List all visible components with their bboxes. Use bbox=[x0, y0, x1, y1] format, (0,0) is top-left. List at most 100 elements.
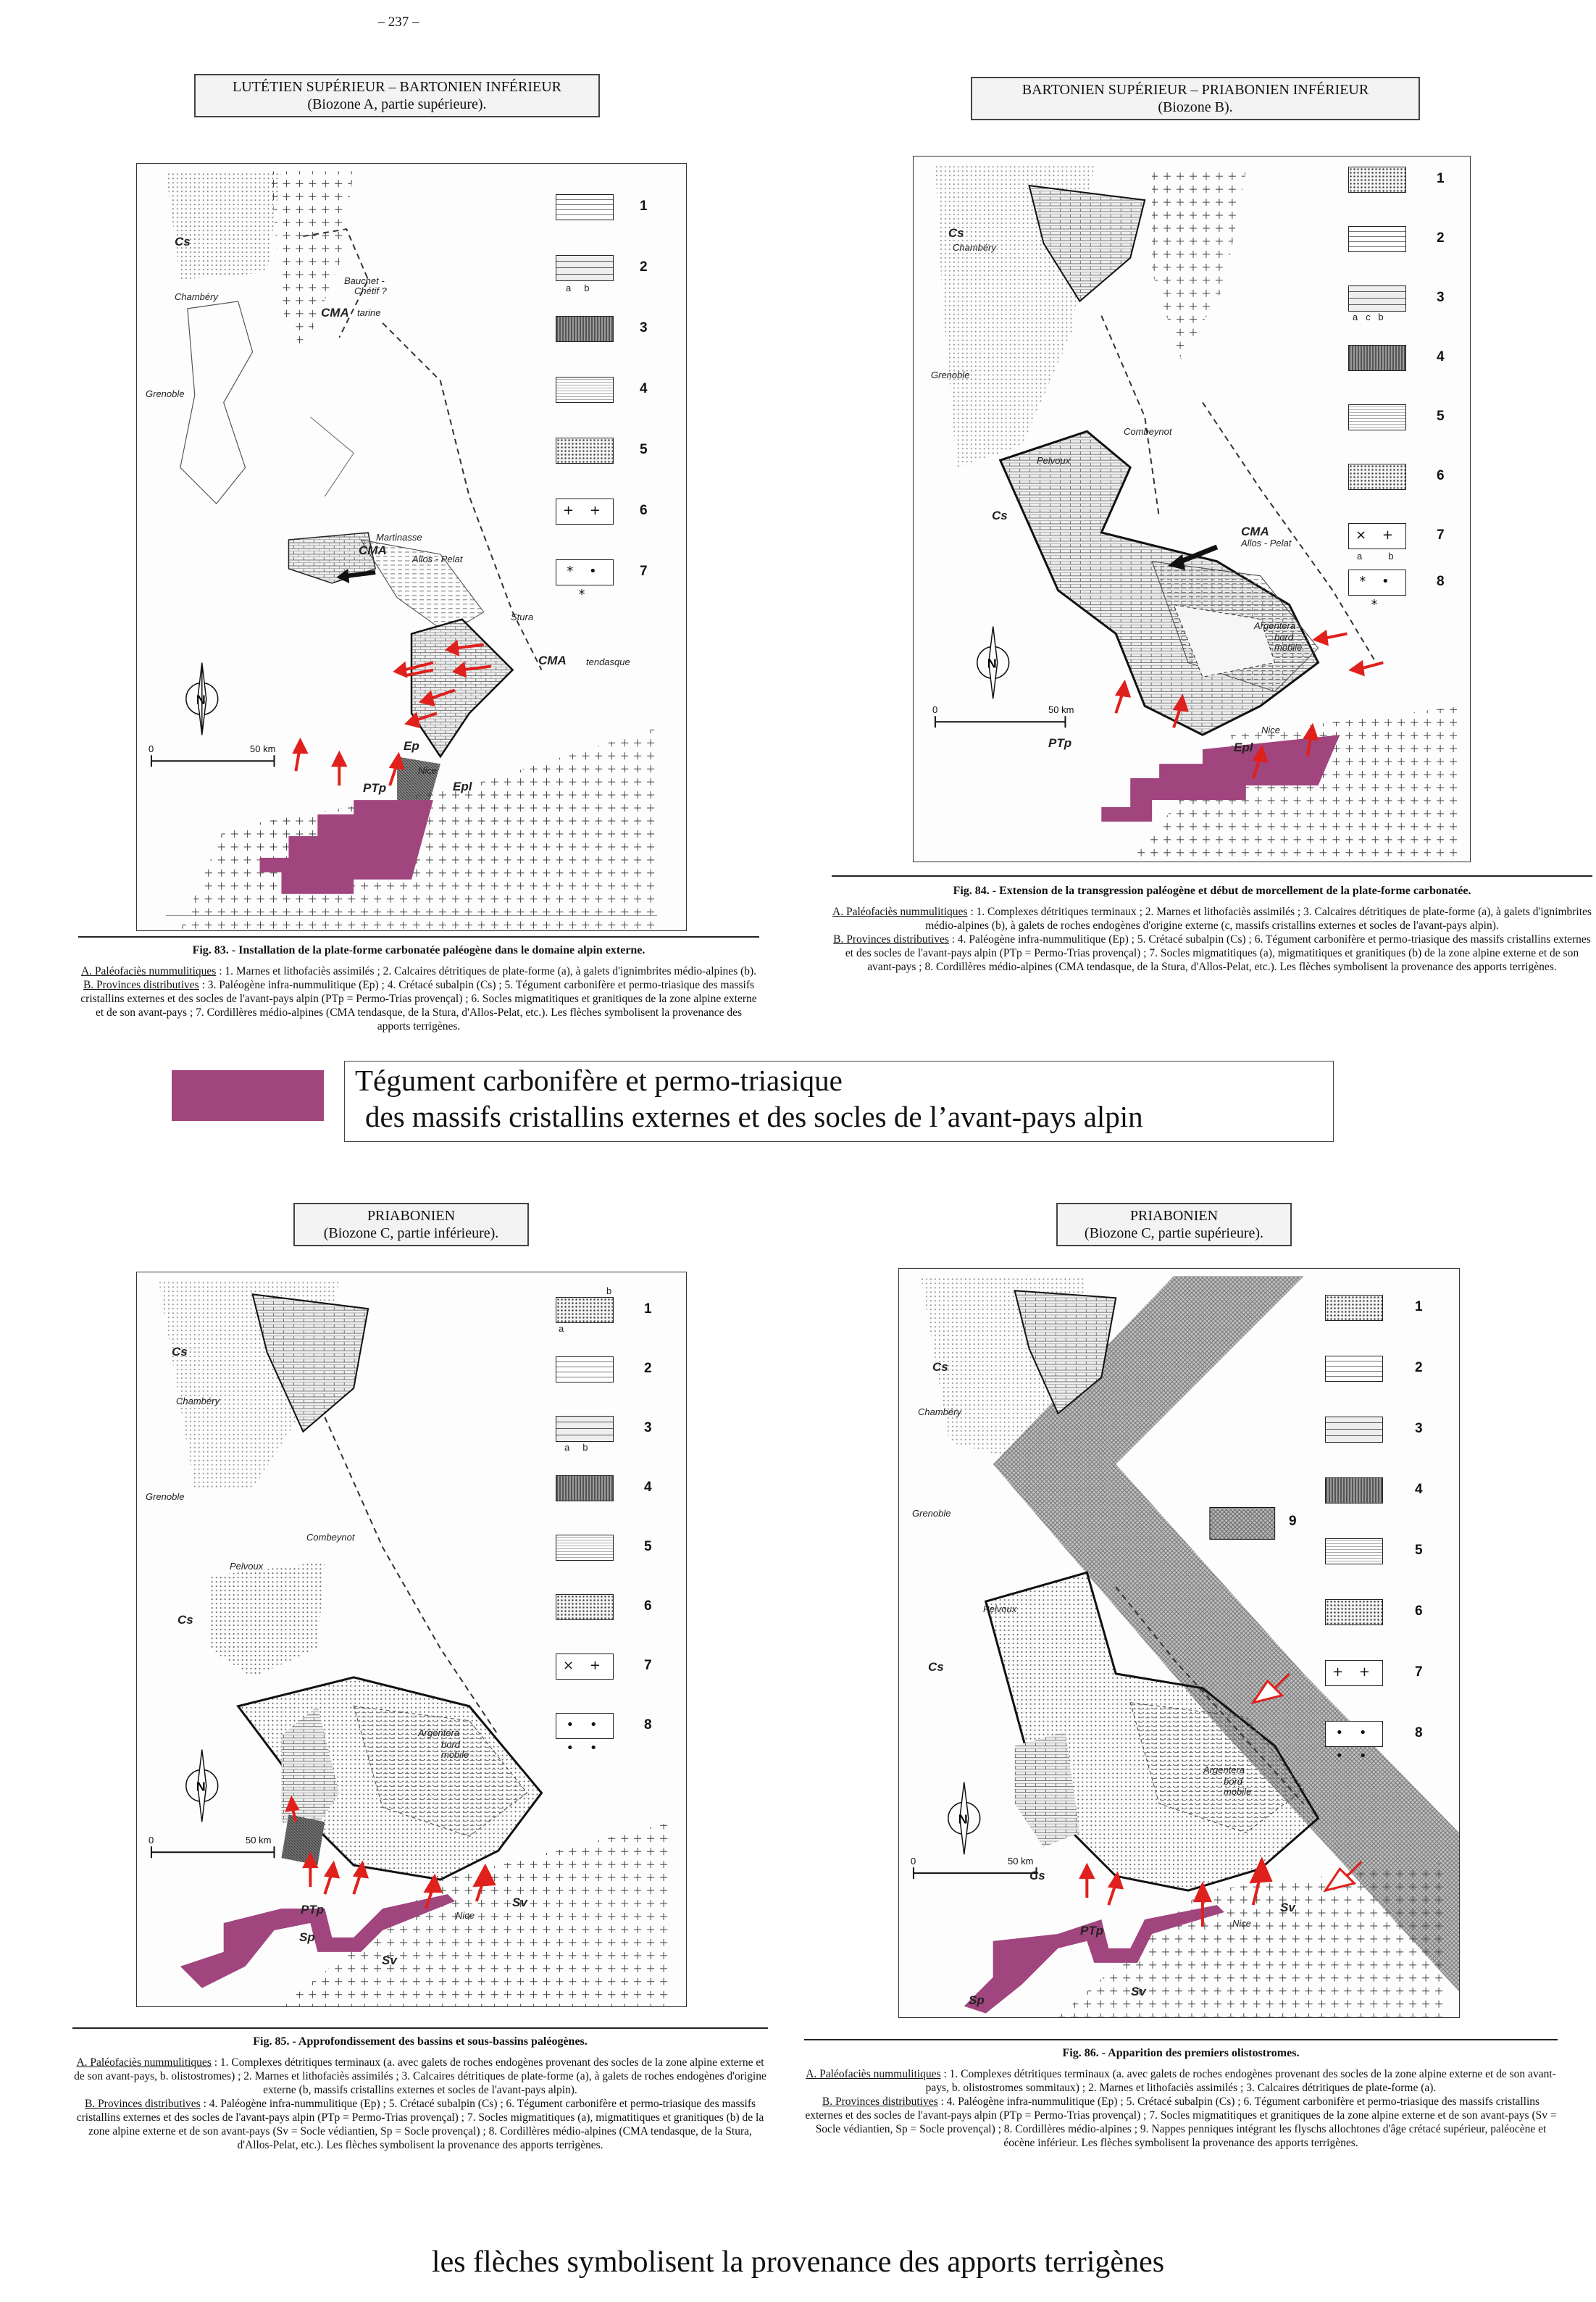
label-cs: Cs bbox=[175, 235, 191, 249]
label-ptp: PTp bbox=[1080, 1924, 1104, 1938]
label-nice: Nice bbox=[418, 765, 438, 776]
label-mobile: mobile bbox=[1224, 1786, 1252, 1797]
legend-swatch-6: + + bbox=[556, 499, 614, 525]
page-number: – 237 – bbox=[377, 14, 419, 30]
fig86-caption-a-head: A. Paléofaciès nummulitiques bbox=[806, 2068, 941, 2080]
legend-number-7: 7 bbox=[640, 564, 648, 579]
legend-sub-3: a c b bbox=[1353, 312, 1384, 322]
legend-swatch-1 bbox=[556, 1297, 614, 1323]
legend-number-1: 1 bbox=[1415, 1299, 1423, 1314]
fig83-caption-b-head: B. Provinces distributives bbox=[83, 979, 199, 991]
legend-text-box bbox=[344, 1061, 1334, 1142]
label-pelvoux: Pelvoux bbox=[230, 1561, 264, 1572]
label-argentera: Argentera bbox=[1203, 1764, 1245, 1775]
label-argentera: Argentera bbox=[1254, 620, 1296, 631]
legend-number-2: 2 bbox=[1415, 1360, 1423, 1375]
label-cs-3: Cs bbox=[1029, 1869, 1045, 1882]
legend-sub-7: a b bbox=[1357, 551, 1394, 562]
scale-zero: 0 bbox=[149, 743, 154, 754]
fig84-caption-b-head: B. Provinces distributives bbox=[833, 933, 949, 946]
legend-number-4: 4 bbox=[640, 381, 648, 396]
fig83-caption-a-head: A. Paléofaciès nummulitiques bbox=[80, 965, 217, 977]
legend-swatch-2 bbox=[556, 1356, 614, 1383]
fig85-caption-a: : 1. Complexes détritiques terminaux (a.… bbox=[74, 2056, 766, 2096]
label-epl: Epl bbox=[453, 780, 472, 793]
legend-swatch-5 bbox=[1348, 404, 1406, 430]
fig85-rule-top bbox=[72, 2027, 768, 2029]
legend-swatch-4 bbox=[1348, 345, 1406, 371]
fig84-caption-a: : 1. Complexes détritiques terminaux ; 2… bbox=[925, 906, 1592, 932]
label-pelvoux: Pelvoux bbox=[983, 1604, 1017, 1614]
legend-swatch-2 bbox=[1325, 1356, 1383, 1382]
fig84-caption: Fig. 84. - Extension de la transgression… bbox=[832, 884, 1592, 974]
label-cs: Cs bbox=[948, 226, 964, 240]
legend-swatch-3 bbox=[556, 1416, 614, 1442]
legend-number-2: 2 bbox=[1437, 230, 1445, 246]
label-ptp: PTp bbox=[301, 1903, 325, 1917]
svg-text:N: N bbox=[958, 1811, 968, 1826]
label-chambery: Chambéry bbox=[918, 1406, 961, 1417]
label-sv-2: Sv bbox=[512, 1896, 527, 1909]
fig85-caption-b: : 4. Paléogène infra-nummulitique (Ep) ;… bbox=[76, 2098, 764, 2151]
fig83-rule-top bbox=[78, 936, 759, 938]
legend-text: Tégument carbonifère et permo-triasique … bbox=[355, 1062, 1326, 1135]
fig86-rule-top bbox=[804, 2039, 1558, 2040]
label-pelvoux: Pelvoux bbox=[1037, 455, 1071, 466]
legend-swatch-1 bbox=[1348, 167, 1406, 193]
legend-number-8: 8 bbox=[1437, 574, 1445, 589]
legend-swatch-2 bbox=[556, 255, 614, 281]
label-cs: Cs bbox=[172, 1345, 188, 1359]
legend-swatch-4 bbox=[556, 1475, 614, 1501]
legend-number-7: 7 bbox=[1415, 1664, 1423, 1680]
label-bauchet: Bauchet - bbox=[344, 275, 385, 286]
legend-line-2: des massifs cristallins externes et des … bbox=[365, 1100, 1143, 1133]
label-bord: bord bbox=[1274, 632, 1294, 643]
footer-note: les flèches symbolisent la provenance de… bbox=[431, 2245, 1165, 2279]
legend-number-3: 3 bbox=[1437, 290, 1445, 305]
label-cma: CMA bbox=[1241, 525, 1269, 538]
label-nice: Nice bbox=[1232, 1918, 1252, 1929]
legend-number-5: 5 bbox=[1415, 1543, 1423, 1558]
legend-swatch-5 bbox=[556, 1535, 614, 1561]
legend-swatch-6 bbox=[556, 1594, 614, 1620]
label-tendasque: tendasque bbox=[586, 656, 630, 667]
fig85-caption: Fig. 85. - Approfondissement des bassins… bbox=[72, 2035, 768, 2152]
fig85-header: PRIABONIEN (Biozone C, partie inférieure… bbox=[293, 1203, 529, 1246]
label-stura: Stura bbox=[511, 612, 534, 622]
legend-swatch-8: • • • • bbox=[1325, 1721, 1383, 1764]
label-combeynot: Combeynot bbox=[306, 1532, 355, 1543]
label-cma-tendasque: CMA bbox=[538, 654, 567, 667]
fig85-caption-b-head: B. Provinces distributives bbox=[84, 2098, 201, 2110]
fig86-header: PRIABONIEN (Biozone C, partie supérieure… bbox=[1056, 1203, 1292, 1246]
legend-swatch-4 bbox=[556, 377, 614, 403]
fig84-title: Fig. 84. - Extension de la transgression… bbox=[953, 885, 1471, 897]
fig85-caption-a-head: A. Paléofaciès nummulitiques bbox=[76, 2056, 212, 2069]
scale-zero: 0 bbox=[932, 704, 938, 715]
fig83-caption-b: : 3. Paléogène infra-nummulitique (Ep) ;… bbox=[80, 979, 757, 1033]
label-bord: bord bbox=[1224, 1776, 1243, 1787]
fig85-map-drawing: N bbox=[150, 1280, 672, 2006]
scale-km: 50 km bbox=[1008, 1856, 1034, 1867]
fig84-header: BARTONIEN SUPÉRIEUR – PRIABONIEN INFÉRIE… bbox=[971, 77, 1420, 120]
fig83-caption: Fig. 83. - Installation de la plate-form… bbox=[78, 943, 759, 1033]
label-mobile: mobile bbox=[1274, 642, 1303, 653]
label-sp: Sp bbox=[299, 1930, 315, 1944]
legend-sub-1a: a bbox=[559, 1323, 564, 1334]
fig86-map: N Chambéry Cs Grenoble Pelvoux Cs Argent… bbox=[898, 1268, 1460, 2018]
label-chambery: Chambéry bbox=[953, 242, 996, 253]
legend-swatch-1 bbox=[1325, 1295, 1383, 1321]
scale-zero: 0 bbox=[149, 1835, 154, 1846]
legend-number-5: 5 bbox=[644, 1539, 652, 1554]
label-cma-allos: CMA bbox=[359, 543, 387, 557]
fig84-caption-b: : 4. Paléogène infra-nummulitique (Ep) ;… bbox=[845, 933, 1591, 973]
legend-number-7: 7 bbox=[644, 1658, 652, 1673]
label-tarine: tarine bbox=[357, 307, 381, 318]
label-allos: Allos - Pelat bbox=[1241, 538, 1292, 549]
legend-number-2: 2 bbox=[640, 259, 648, 275]
fig86-caption-a: : 1. Complexes détritiques terminaux (a.… bbox=[925, 2068, 1556, 2094]
legend-number-6: 6 bbox=[640, 503, 648, 518]
fig84-rule-top bbox=[832, 875, 1592, 877]
legend-number-6: 6 bbox=[1437, 468, 1445, 483]
legend-number-9: 9 bbox=[1289, 1514, 1297, 1529]
svg-text:N: N bbox=[196, 1779, 206, 1793]
